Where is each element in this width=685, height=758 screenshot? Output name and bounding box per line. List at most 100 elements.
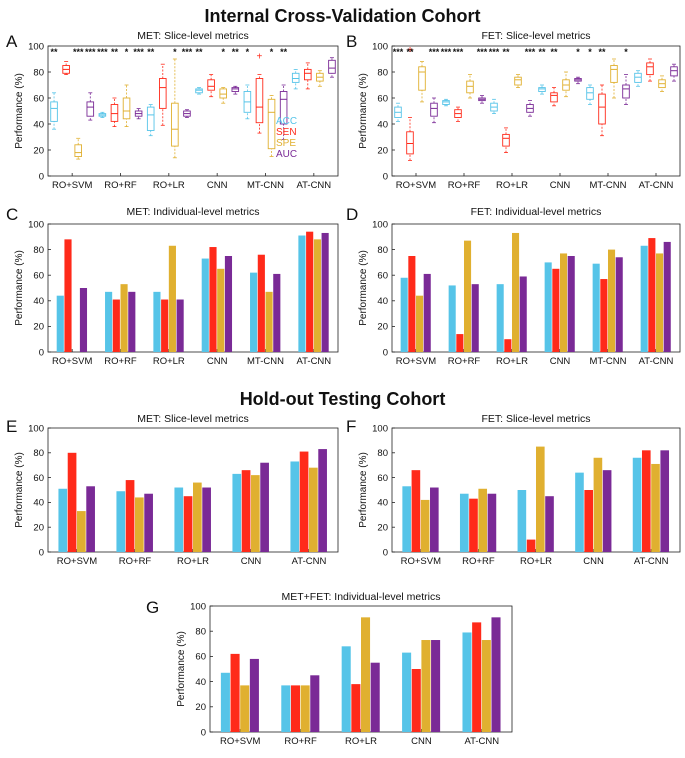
box-spe (466, 80, 474, 94)
bar-spe (300, 685, 310, 732)
y-tick-label: 80 (33, 67, 44, 78)
box-acc (146, 106, 155, 131)
x-tick-label: CNN (207, 180, 228, 191)
y-tick-label: 100 (190, 601, 206, 612)
box-sen (406, 131, 414, 155)
bar-auc (602, 470, 612, 552)
bar-auc (249, 658, 259, 732)
bar-acc (116, 491, 126, 552)
bar-spe (193, 482, 202, 552)
bar-acc (298, 235, 306, 352)
panel-letter-g: G (146, 598, 160, 617)
y-tick-label: 40 (377, 119, 388, 130)
panel-f: F 0 20 40 60 80 100 RO+SVM RO+RF RO+LR CNN AT-CNN F… (342, 412, 685, 574)
bar-acc (250, 272, 258, 352)
bar-auc (202, 487, 211, 552)
bar-spe (420, 499, 430, 552)
y-tick-label: 0 (201, 727, 206, 738)
bar-auc (144, 493, 153, 552)
x-tick-label: RO+RF (104, 356, 137, 367)
bar-sen (408, 256, 416, 352)
y-axis-label: Performance (%) (358, 452, 369, 528)
bar-sen (241, 470, 251, 552)
chart-f-svg: 0 20 40 60 80 100 RO+SVM RO+RF RO+LR CNN AT-CNN FET… (358, 413, 681, 567)
bar-sen (306, 231, 314, 352)
chart-c-svg: 0 20 40 60 80 100 RO+SVM RO+RF RO+LR CNN MT-CNN AT-… (14, 206, 339, 367)
bar-spe (608, 249, 616, 352)
box-spe (219, 88, 227, 99)
bar-auc (310, 675, 320, 732)
panel-letter-f: F (346, 417, 357, 436)
x-tick-label: RO+LR (153, 180, 185, 191)
bar-spe (265, 291, 273, 352)
bar-spe (416, 295, 424, 352)
significance-marker: ** (598, 47, 606, 57)
bar-acc (105, 291, 113, 352)
box-spe (418, 66, 426, 91)
bar-acc (402, 652, 412, 732)
significance-marker: ** (538, 47, 546, 57)
y-tick-label: 20 (33, 523, 44, 534)
y-tick-label: 60 (33, 93, 44, 104)
significance-marker: ** (51, 47, 59, 57)
panel-letter-a: A (6, 32, 18, 51)
significance-marker: * (588, 47, 592, 57)
x-tick-label: RO+LR (345, 736, 377, 747)
y-tick-label: 100 (28, 219, 44, 230)
x-tick-label: RO+SVM (57, 556, 97, 567)
significance-marker: * (246, 47, 250, 57)
bar-sen (230, 653, 240, 732)
x-tick-label: RO+SVM (396, 180, 436, 191)
bar-sen (526, 539, 536, 552)
bar-spe (135, 497, 144, 552)
y-tick-label: 80 (377, 67, 388, 78)
x-tick-label: CNN (241, 556, 262, 567)
bar-sen (67, 452, 77, 552)
bar-auc (663, 241, 671, 352)
x-tick-label: RO+RF (448, 180, 481, 191)
bar-auc (660, 450, 670, 552)
x-tick-label: RO+LR (520, 556, 552, 567)
bar-spe (464, 240, 472, 352)
bar-auc (273, 273, 281, 352)
bar-auc (128, 291, 136, 352)
chart-d-svg: 0 20 40 60 80 100 RO+SVM RO+RF RO+LR CNN MT-CNN AT-… (358, 206, 681, 367)
significance-marker: * (576, 47, 580, 57)
box-acc (634, 72, 642, 83)
bar-spe (217, 268, 225, 352)
y-axis-label: Performance (%) (358, 250, 369, 326)
box-spe (122, 97, 131, 120)
box-sen (598, 93, 606, 125)
box-spe (171, 102, 179, 147)
box-sen (550, 92, 558, 103)
significance-marker: *** (73, 47, 84, 57)
significance-marker: *** (489, 47, 500, 57)
bar-spe (77, 511, 86, 552)
bar-acc (517, 490, 527, 552)
box-sen (502, 133, 510, 147)
bar-spe (656, 253, 664, 352)
bar-acc (281, 685, 291, 732)
y-tick-label: 20 (377, 523, 388, 534)
panel-letter-b: B (346, 32, 358, 51)
bar-acc (544, 262, 552, 352)
x-tick-label: AT-CNN (292, 556, 327, 567)
bar-auc (370, 662, 380, 732)
bar-auc (224, 256, 233, 352)
chart-a-svg: 0 20 40 60 80 100 RO+SVM RO+RF RO+LR CNN MT-CNN AT-… (14, 30, 339, 191)
bar-sen (351, 684, 361, 732)
panel-letter-d: D (346, 205, 359, 224)
x-tick-label: RO+RF (119, 556, 152, 567)
bar-auc (423, 273, 431, 352)
bar-auc (260, 462, 269, 552)
bar-sen (469, 498, 478, 552)
y-tick-label: 0 (383, 171, 388, 182)
x-tick-label: AT-CNN (634, 556, 669, 567)
significance-marker: ** (147, 47, 155, 57)
box-auc (279, 91, 288, 125)
significance-marker: *** (525, 47, 536, 57)
bar-acc (153, 291, 161, 352)
box-auc (86, 101, 95, 117)
bar-acc (400, 277, 408, 352)
chart-title-E: MET: Slice-level metrics (137, 413, 248, 425)
